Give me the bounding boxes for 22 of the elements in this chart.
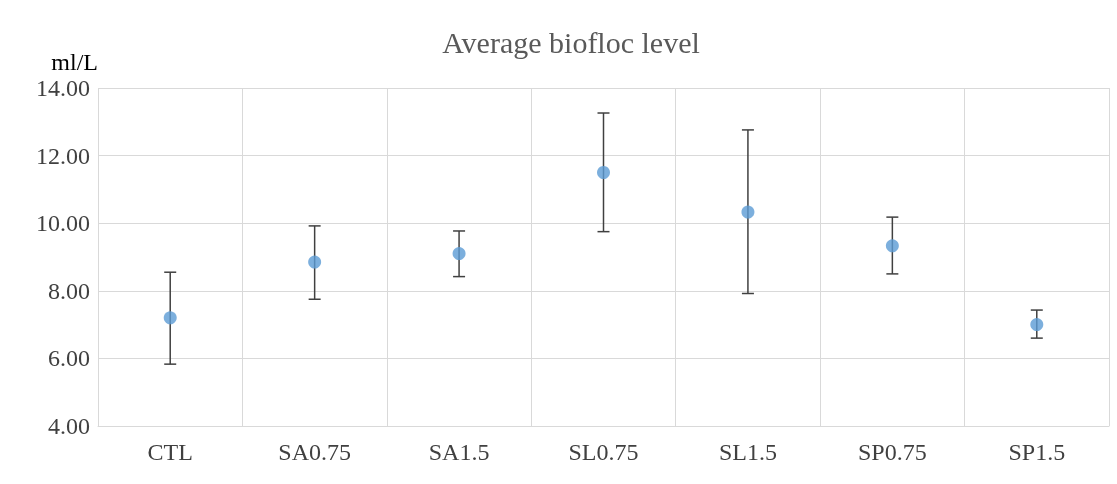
y-axis-title: ml/L	[51, 49, 98, 75]
point	[741, 205, 755, 219]
point	[885, 239, 899, 253]
point	[163, 311, 177, 325]
x-tick-label: SA0.75	[278, 439, 351, 465]
y-tick-label: 8.00	[48, 277, 90, 304]
point	[308, 255, 322, 269]
x-tick-label: SA1.5	[428, 439, 490, 465]
y-tick-label: 6.00	[48, 345, 90, 372]
y-tick-label: 14.00	[36, 75, 90, 101]
x-tick-label: CTL	[147, 439, 193, 465]
x-tick-label: SP0.75	[858, 439, 927, 465]
x-tick-label: SL1.5	[718, 439, 777, 465]
y-tick-label: 4.00	[48, 413, 90, 439]
x-tick-label: SP1.5	[1008, 439, 1066, 465]
point	[452, 247, 466, 261]
x-tick-label: SL0.75	[568, 439, 639, 465]
y-tick-label: 10.00	[36, 210, 90, 237]
point	[1030, 318, 1044, 332]
chart-title: Average biofloc level	[442, 25, 700, 59]
point	[597, 166, 610, 179]
y-tick-label: 12.00	[36, 142, 90, 169]
